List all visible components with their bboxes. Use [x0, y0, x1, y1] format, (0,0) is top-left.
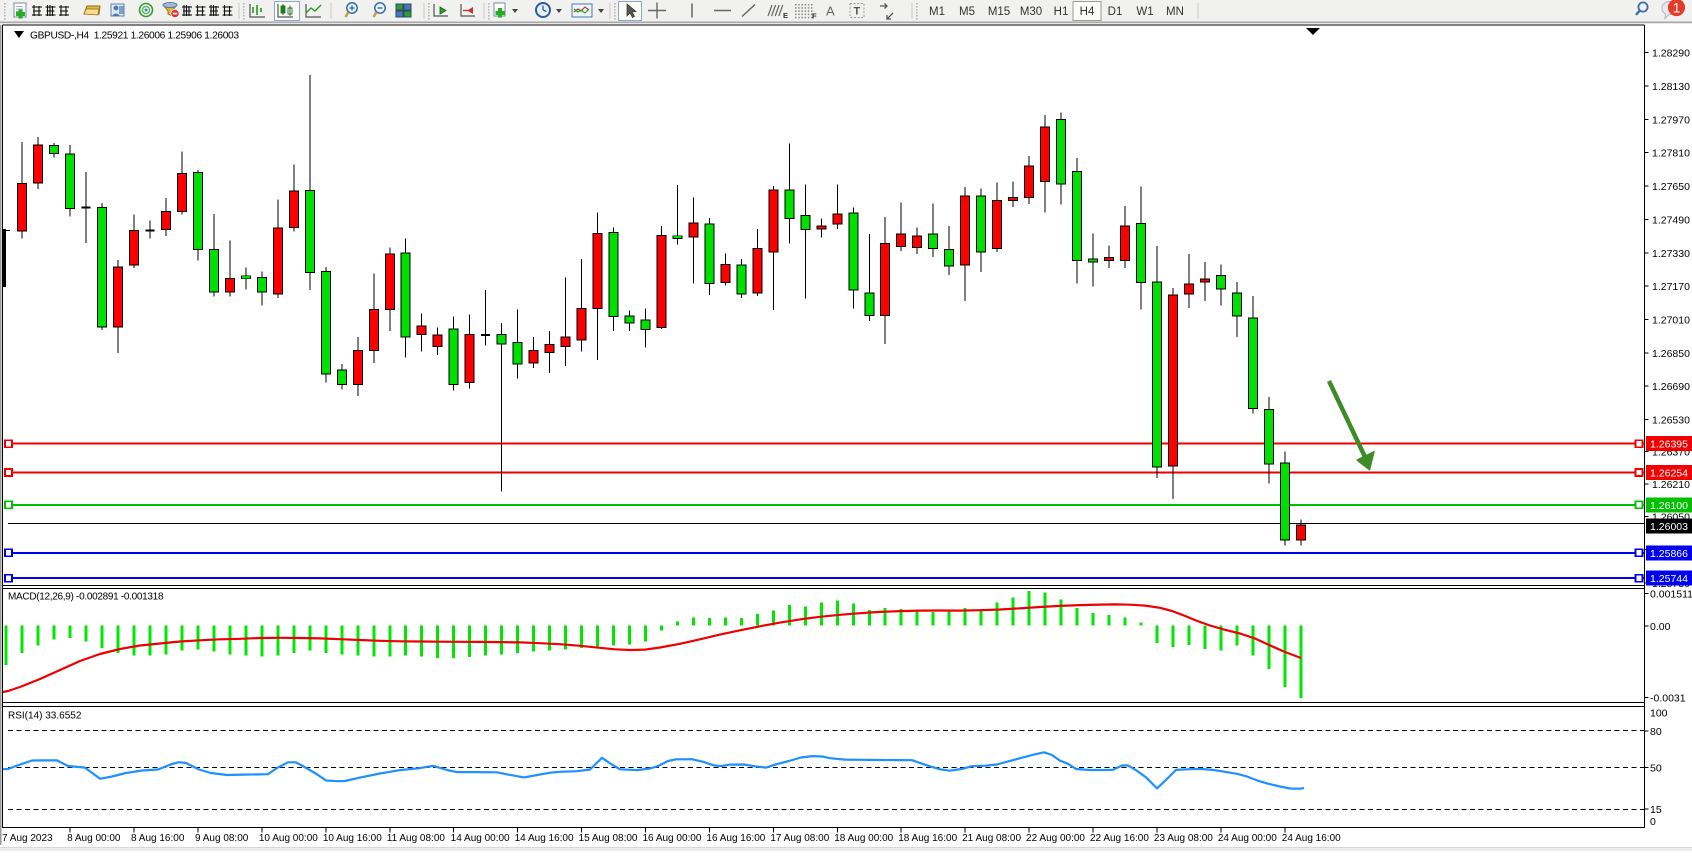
svg-text:1.26690: 1.26690 [1652, 381, 1690, 393]
svg-text:16 Aug 00:00: 16 Aug 00:00 [642, 833, 701, 844]
svg-text:1.27010: 1.27010 [1652, 315, 1690, 327]
svg-text:8 Aug 16:00: 8 Aug 16:00 [131, 833, 185, 844]
svg-text:14 Aug 16:00: 14 Aug 16:00 [515, 833, 574, 844]
svg-text:1.26210: 1.26210 [1652, 479, 1690, 491]
svg-text:1.27330: 1.27330 [1652, 248, 1690, 260]
svg-text:23 Aug 08:00: 23 Aug 08:00 [1154, 833, 1213, 844]
svg-text:RSI(14) 33.6552: RSI(14) 33.6552 [8, 711, 82, 722]
svg-text:0: 0 [1650, 816, 1656, 828]
svg-text:1.27810: 1.27810 [1652, 148, 1690, 160]
svg-text:M5: M5 [959, 6, 975, 18]
svg-text:GBPUSD-,H4 1.25921 1.26006 1.: GBPUSD-,H4 1.25921 1.26006 1.25906 1.260… [30, 31, 239, 42]
svg-text:A: A [826, 4, 835, 19]
svg-text:-0.0031: -0.0031 [1650, 693, 1686, 705]
svg-text:80: 80 [1650, 726, 1662, 738]
svg-text:1.25744: 1.25744 [1650, 573, 1688, 585]
svg-text:22 Aug 00:00: 22 Aug 00:00 [1026, 833, 1085, 844]
svg-text:M30: M30 [1020, 6, 1042, 18]
svg-text:17 Aug 08:00: 17 Aug 08:00 [770, 833, 829, 844]
svg-text:50: 50 [1650, 762, 1662, 774]
svg-text:1: 1 [1673, 1, 1681, 16]
svg-text:1.26395: 1.26395 [1650, 439, 1688, 451]
svg-text:H4: H4 [1080, 6, 1095, 18]
svg-text:15: 15 [1650, 804, 1662, 816]
svg-text:1.26254: 1.26254 [1650, 468, 1688, 480]
svg-text:M1: M1 [929, 6, 945, 18]
svg-text:18 Aug 16:00: 18 Aug 16:00 [898, 833, 957, 844]
svg-text:1.27490: 1.27490 [1652, 214, 1690, 226]
svg-text:1.25866: 1.25866 [1650, 548, 1688, 560]
svg-text:0.00: 0.00 [1650, 621, 1671, 633]
svg-text:H1: H1 [1054, 6, 1069, 18]
svg-text:1.27650: 1.27650 [1652, 181, 1690, 193]
svg-text:MACD(12,26,9) -0.002891 -0.001: MACD(12,26,9) -0.002891 -0.001318 [8, 592, 164, 603]
svg-text:16 Aug 16:00: 16 Aug 16:00 [706, 833, 765, 844]
svg-text:MN: MN [1166, 6, 1184, 18]
svg-text:7 Aug 2023: 7 Aug 2023 [2, 833, 53, 844]
svg-text:1.28130: 1.28130 [1652, 81, 1690, 93]
svg-text:21 Aug 08:00: 21 Aug 08:00 [962, 833, 1021, 844]
svg-text:1.28290: 1.28290 [1652, 48, 1690, 60]
svg-text:9 Aug 08:00: 9 Aug 08:00 [195, 833, 249, 844]
svg-text:1.26003: 1.26003 [1650, 521, 1688, 533]
svg-text:0.001511: 0.001511 [1650, 589, 1692, 601]
svg-text:22 Aug 16:00: 22 Aug 16:00 [1090, 833, 1149, 844]
svg-text:W1: W1 [1136, 6, 1153, 18]
svg-text:24 Aug 00:00: 24 Aug 00:00 [1218, 833, 1277, 844]
svg-text:100: 100 [1650, 708, 1668, 720]
svg-text:M15: M15 [988, 6, 1010, 18]
svg-text:10 Aug 16:00: 10 Aug 16:00 [323, 833, 382, 844]
svg-text:E: E [783, 11, 788, 20]
svg-text:T: T [854, 6, 861, 18]
svg-text:8 Aug 00:00: 8 Aug 00:00 [67, 833, 121, 844]
svg-text:11 Aug 08:00: 11 Aug 08:00 [387, 833, 446, 844]
svg-text:1.26100: 1.26100 [1650, 500, 1688, 512]
svg-text:18 Aug 00:00: 18 Aug 00:00 [834, 833, 893, 844]
svg-text:1.26850: 1.26850 [1652, 348, 1690, 360]
svg-text:14 Aug 00:00: 14 Aug 00:00 [451, 833, 510, 844]
svg-text:15 Aug 08:00: 15 Aug 08:00 [579, 833, 638, 844]
svg-text:1.27170: 1.27170 [1652, 281, 1690, 293]
svg-text:1.26530: 1.26530 [1652, 415, 1690, 427]
svg-text:F: F [812, 12, 817, 21]
svg-text:1.27970: 1.27970 [1652, 114, 1690, 126]
svg-text:10 Aug 00:00: 10 Aug 00:00 [259, 833, 318, 844]
svg-text:D1: D1 [1108, 6, 1123, 18]
svg-text:24 Aug 16:00: 24 Aug 16:00 [1282, 833, 1341, 844]
